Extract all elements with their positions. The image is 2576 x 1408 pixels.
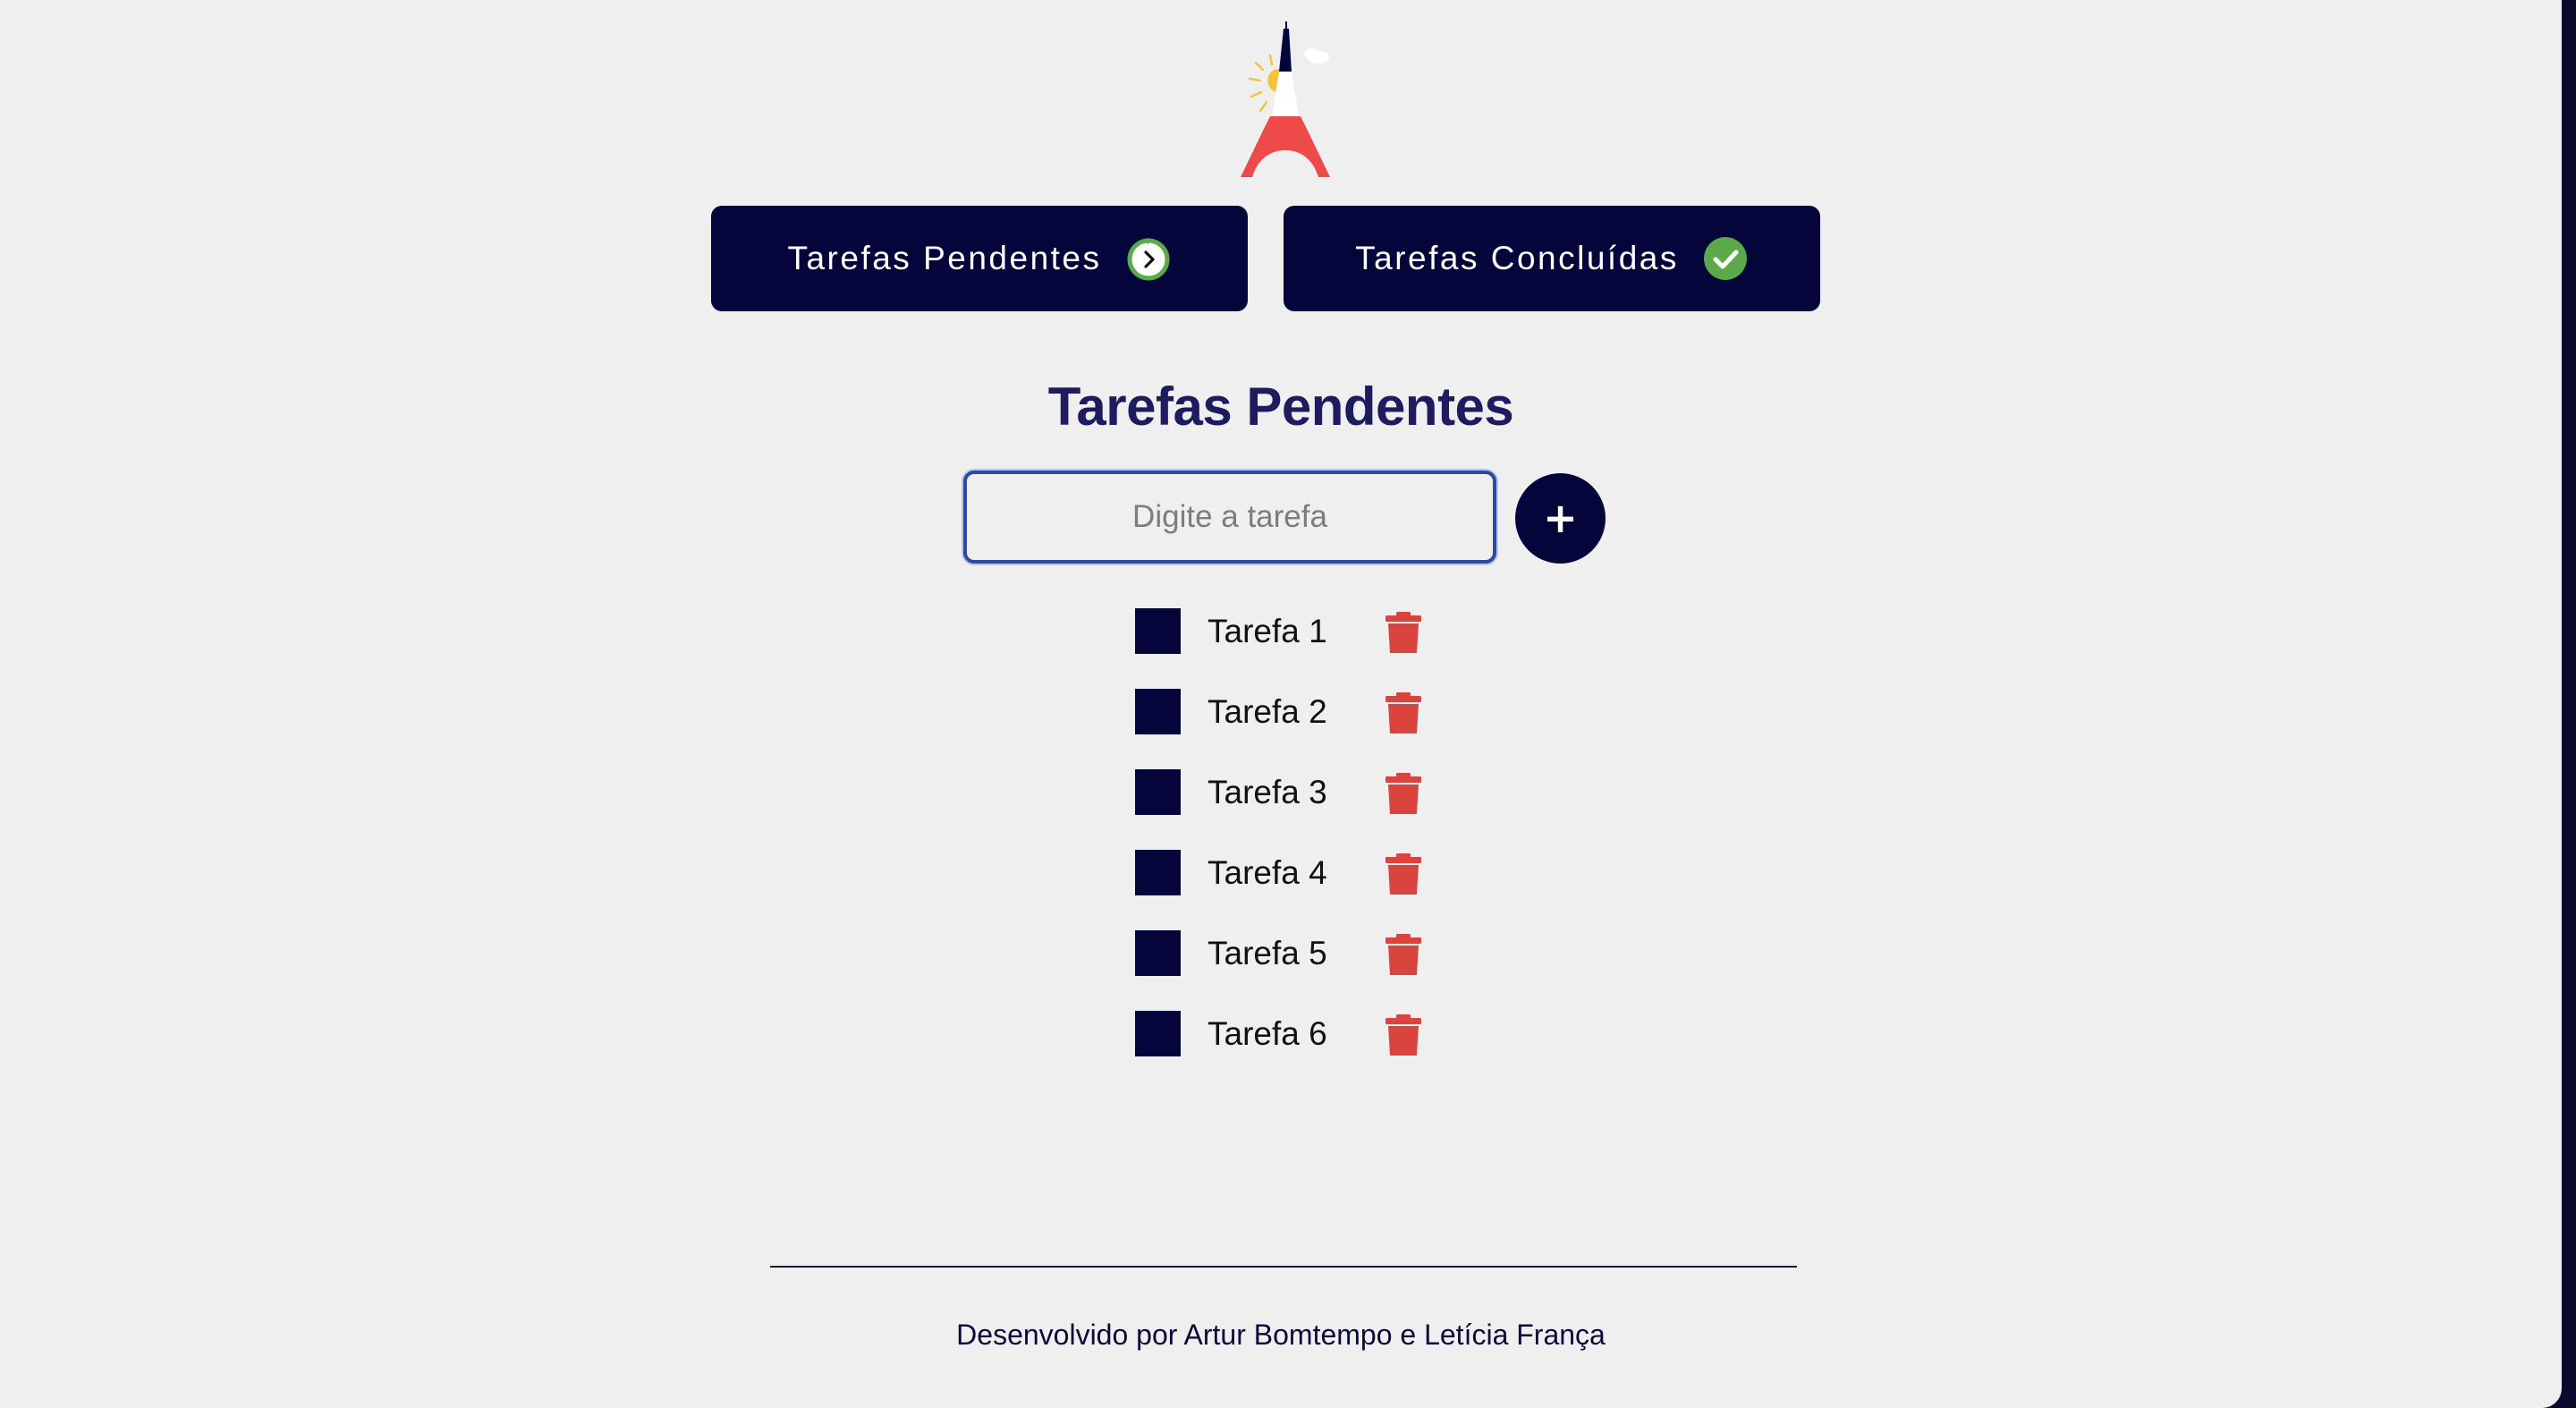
task-checkbox[interactable] (1135, 850, 1181, 895)
clock-icon (1127, 238, 1170, 281)
pending-tasks-label: Tarefas Pendentes (787, 240, 1102, 276)
task-checkbox[interactable] (1135, 1011, 1181, 1056)
task-checkbox[interactable] (1135, 769, 1181, 815)
trash-icon[interactable] (1383, 852, 1424, 896)
task-label: Tarefa 3 (1208, 774, 1327, 810)
task-label: Tarefa 1 (1208, 613, 1327, 649)
task-checkbox[interactable] (1135, 689, 1181, 734)
pending-tasks-button[interactable]: Tarefas Pendentes (711, 206, 1248, 311)
page-title: Tarefas Pendentes (1047, 377, 1514, 437)
footer-credits: Desenvolvido por Artur Bomtempo e Letíci… (956, 1319, 1606, 1351)
task-list: Tarefa 1 Tarefa 2 Tarefa 3 Tarefa 4 Tarefa 5… (1134, 608, 1456, 1091)
task-label: Tarefa 5 (1208, 935, 1327, 971)
trash-icon[interactable] (1383, 610, 1424, 655)
footer-divider (770, 1266, 1797, 1268)
task-item: Tarefa 6 (1134, 1011, 1456, 1091)
trash-icon[interactable] (1383, 932, 1424, 977)
trash-icon[interactable] (1383, 771, 1424, 816)
task-item: Tarefa 3 (1134, 769, 1456, 850)
task-item: Tarefa 5 (1134, 930, 1456, 1011)
add-task-button[interactable]: + (1515, 473, 1606, 564)
check-circle-icon (1703, 237, 1747, 280)
completed-tasks-label: Tarefas Concluídas (1355, 240, 1679, 276)
completed-tasks-button[interactable]: Tarefas Concluídas (1284, 206, 1820, 311)
task-item: Tarefa 1 (1134, 608, 1456, 689)
task-item: Tarefa 2 (1134, 689, 1456, 769)
task-label: Tarefa 6 (1208, 1015, 1327, 1052)
eiffel-tower-logo (1241, 21, 1330, 177)
task-checkbox[interactable] (1135, 608, 1181, 654)
task-checkbox[interactable] (1135, 930, 1181, 976)
task-label: Tarefa 2 (1208, 693, 1327, 730)
trash-icon[interactable] (1383, 1013, 1424, 1057)
trash-icon[interactable] (1383, 691, 1424, 735)
task-label: Tarefa 4 (1208, 854, 1327, 891)
task-input[interactable] (963, 471, 1496, 564)
task-item: Tarefa 4 (1134, 850, 1456, 930)
